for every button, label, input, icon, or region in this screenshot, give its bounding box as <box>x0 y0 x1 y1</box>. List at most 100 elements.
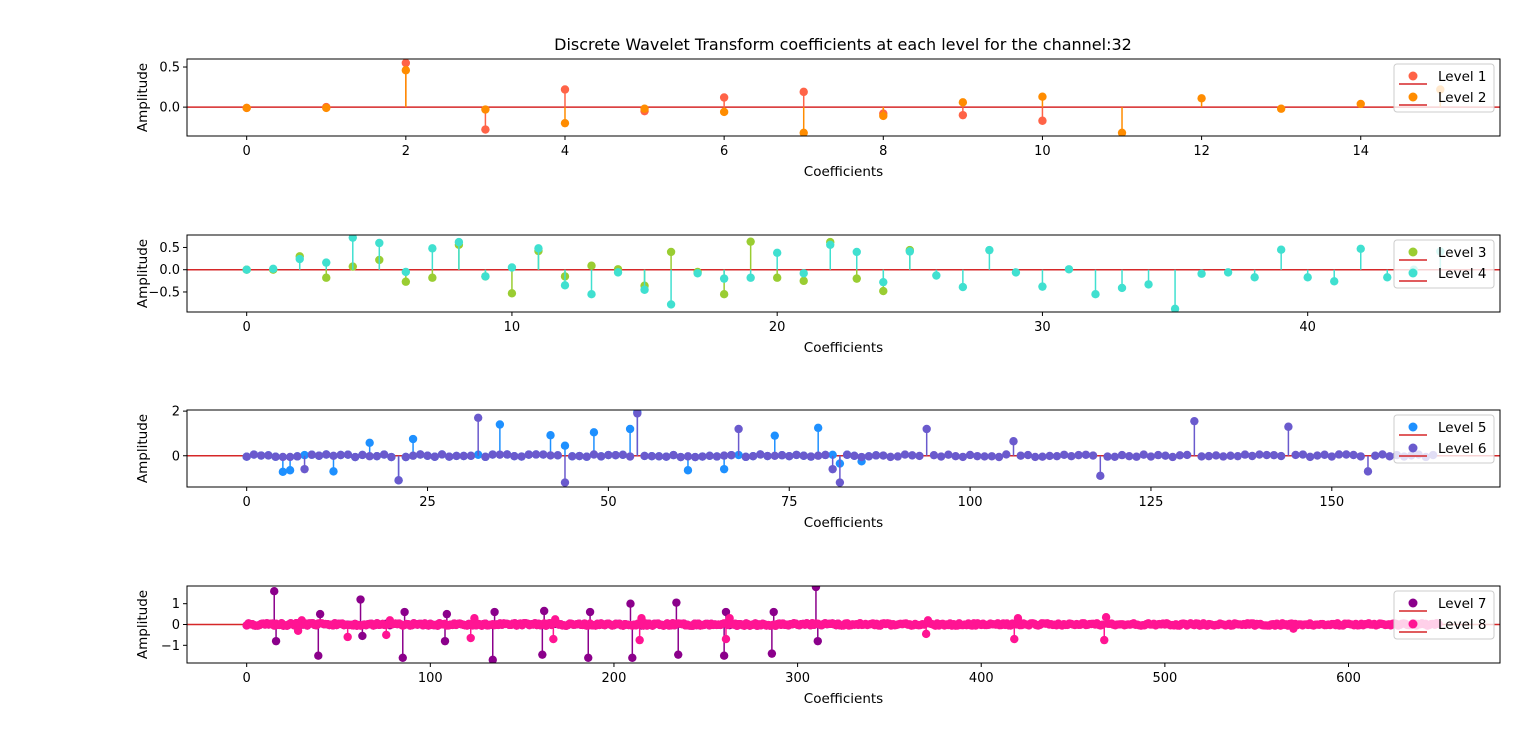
axes-frame <box>186 234 1501 313</box>
data-point <box>640 104 649 113</box>
x-tick-label: 500 <box>1152 671 1177 686</box>
y-tick-label: 0.5 <box>159 61 180 76</box>
data-point <box>813 423 823 433</box>
data-point <box>871 451 881 460</box>
data-point <box>539 606 549 616</box>
data-point <box>719 651 729 660</box>
data-point <box>1342 450 1351 459</box>
data-point <box>806 452 816 461</box>
data-point <box>314 451 324 460</box>
data-point <box>1168 452 1177 462</box>
data-point <box>719 107 729 117</box>
data-point <box>1276 104 1286 113</box>
x-tick-label: 600 <box>1336 671 1361 686</box>
x-axis-label: Coefficients <box>804 164 883 180</box>
data-point <box>546 451 555 460</box>
data-point <box>799 269 808 278</box>
data-point <box>401 452 411 462</box>
data-point <box>524 450 534 459</box>
y-tick-label: 0.5 <box>159 241 180 256</box>
data-point <box>958 282 968 292</box>
data-point <box>719 274 729 283</box>
y-tick-label: 0 <box>172 618 180 633</box>
data-point <box>826 240 835 249</box>
data-point <box>322 450 331 459</box>
legend: Level 7 Level 8 <box>1393 590 1495 640</box>
series-level-1 <box>242 59 1047 134</box>
data-point <box>401 267 411 277</box>
data-point <box>507 263 517 272</box>
data-point <box>893 452 902 461</box>
data-point <box>772 248 782 258</box>
data-point <box>398 653 407 662</box>
data-point <box>625 452 635 461</box>
data-point <box>1081 450 1091 459</box>
y-axis-label: Amplitude <box>135 239 151 308</box>
data-point <box>921 629 931 639</box>
data-point <box>507 289 517 298</box>
data-point <box>721 607 731 617</box>
data-point <box>777 451 787 460</box>
data-point <box>756 450 765 459</box>
x-tick-label: 0 <box>243 495 251 510</box>
data-point <box>553 451 562 460</box>
data-point <box>994 452 1004 462</box>
data-point <box>799 451 808 460</box>
data-point <box>242 265 251 274</box>
x-tick-label: 0 <box>243 671 251 686</box>
legend-label: Level 6 <box>1438 441 1487 457</box>
data-point <box>481 452 490 462</box>
data-point <box>958 98 968 107</box>
data-point <box>596 452 606 461</box>
data-point <box>985 245 994 255</box>
data-point <box>322 103 331 113</box>
data-point <box>719 93 729 102</box>
series-level-5 <box>242 410 881 485</box>
data-point <box>746 237 755 246</box>
data-point <box>293 452 302 461</box>
data-point <box>727 450 736 460</box>
data-point <box>1356 99 1365 109</box>
data-point <box>769 607 778 617</box>
data-point <box>271 636 281 646</box>
data-point <box>1223 268 1233 277</box>
data-point <box>1284 422 1293 431</box>
y-axis-label: Amplitude <box>135 414 151 483</box>
data-point <box>1378 450 1387 459</box>
data-point <box>560 441 570 450</box>
data-point <box>278 452 288 462</box>
data-point <box>1002 450 1011 459</box>
data-point <box>864 452 874 461</box>
data-point <box>958 110 968 120</box>
legend-label: Level 5 <box>1438 420 1487 436</box>
data-point <box>502 450 512 459</box>
data-point <box>698 452 707 461</box>
data-point <box>445 452 454 461</box>
x-tick-label: 400 <box>969 671 994 686</box>
data-point <box>350 452 360 462</box>
data-point <box>785 452 794 461</box>
data-point <box>1100 635 1109 645</box>
data-point <box>799 87 808 97</box>
legend-label: Level 7 <box>1438 596 1487 612</box>
legend-marker <box>1408 268 1418 278</box>
legend-label: Level 4 <box>1438 266 1487 282</box>
data-point <box>589 428 599 437</box>
data-point <box>1101 613 1111 622</box>
x-tick-label: 200 <box>602 671 627 686</box>
x-axis-label: Coefficients <box>804 340 883 356</box>
data-point <box>401 277 411 286</box>
legend-marker <box>1408 71 1418 81</box>
data-point <box>1356 244 1365 253</box>
data-point <box>269 264 278 274</box>
y-tick-label: 0.0 <box>159 263 180 278</box>
data-point <box>348 235 357 242</box>
x-tick-label: 50 <box>600 495 617 510</box>
data-point <box>1091 289 1100 299</box>
data-point <box>811 586 821 592</box>
data-point <box>951 451 960 461</box>
data-point <box>1269 450 1279 460</box>
data-point <box>1363 467 1373 476</box>
data-point <box>584 653 593 662</box>
